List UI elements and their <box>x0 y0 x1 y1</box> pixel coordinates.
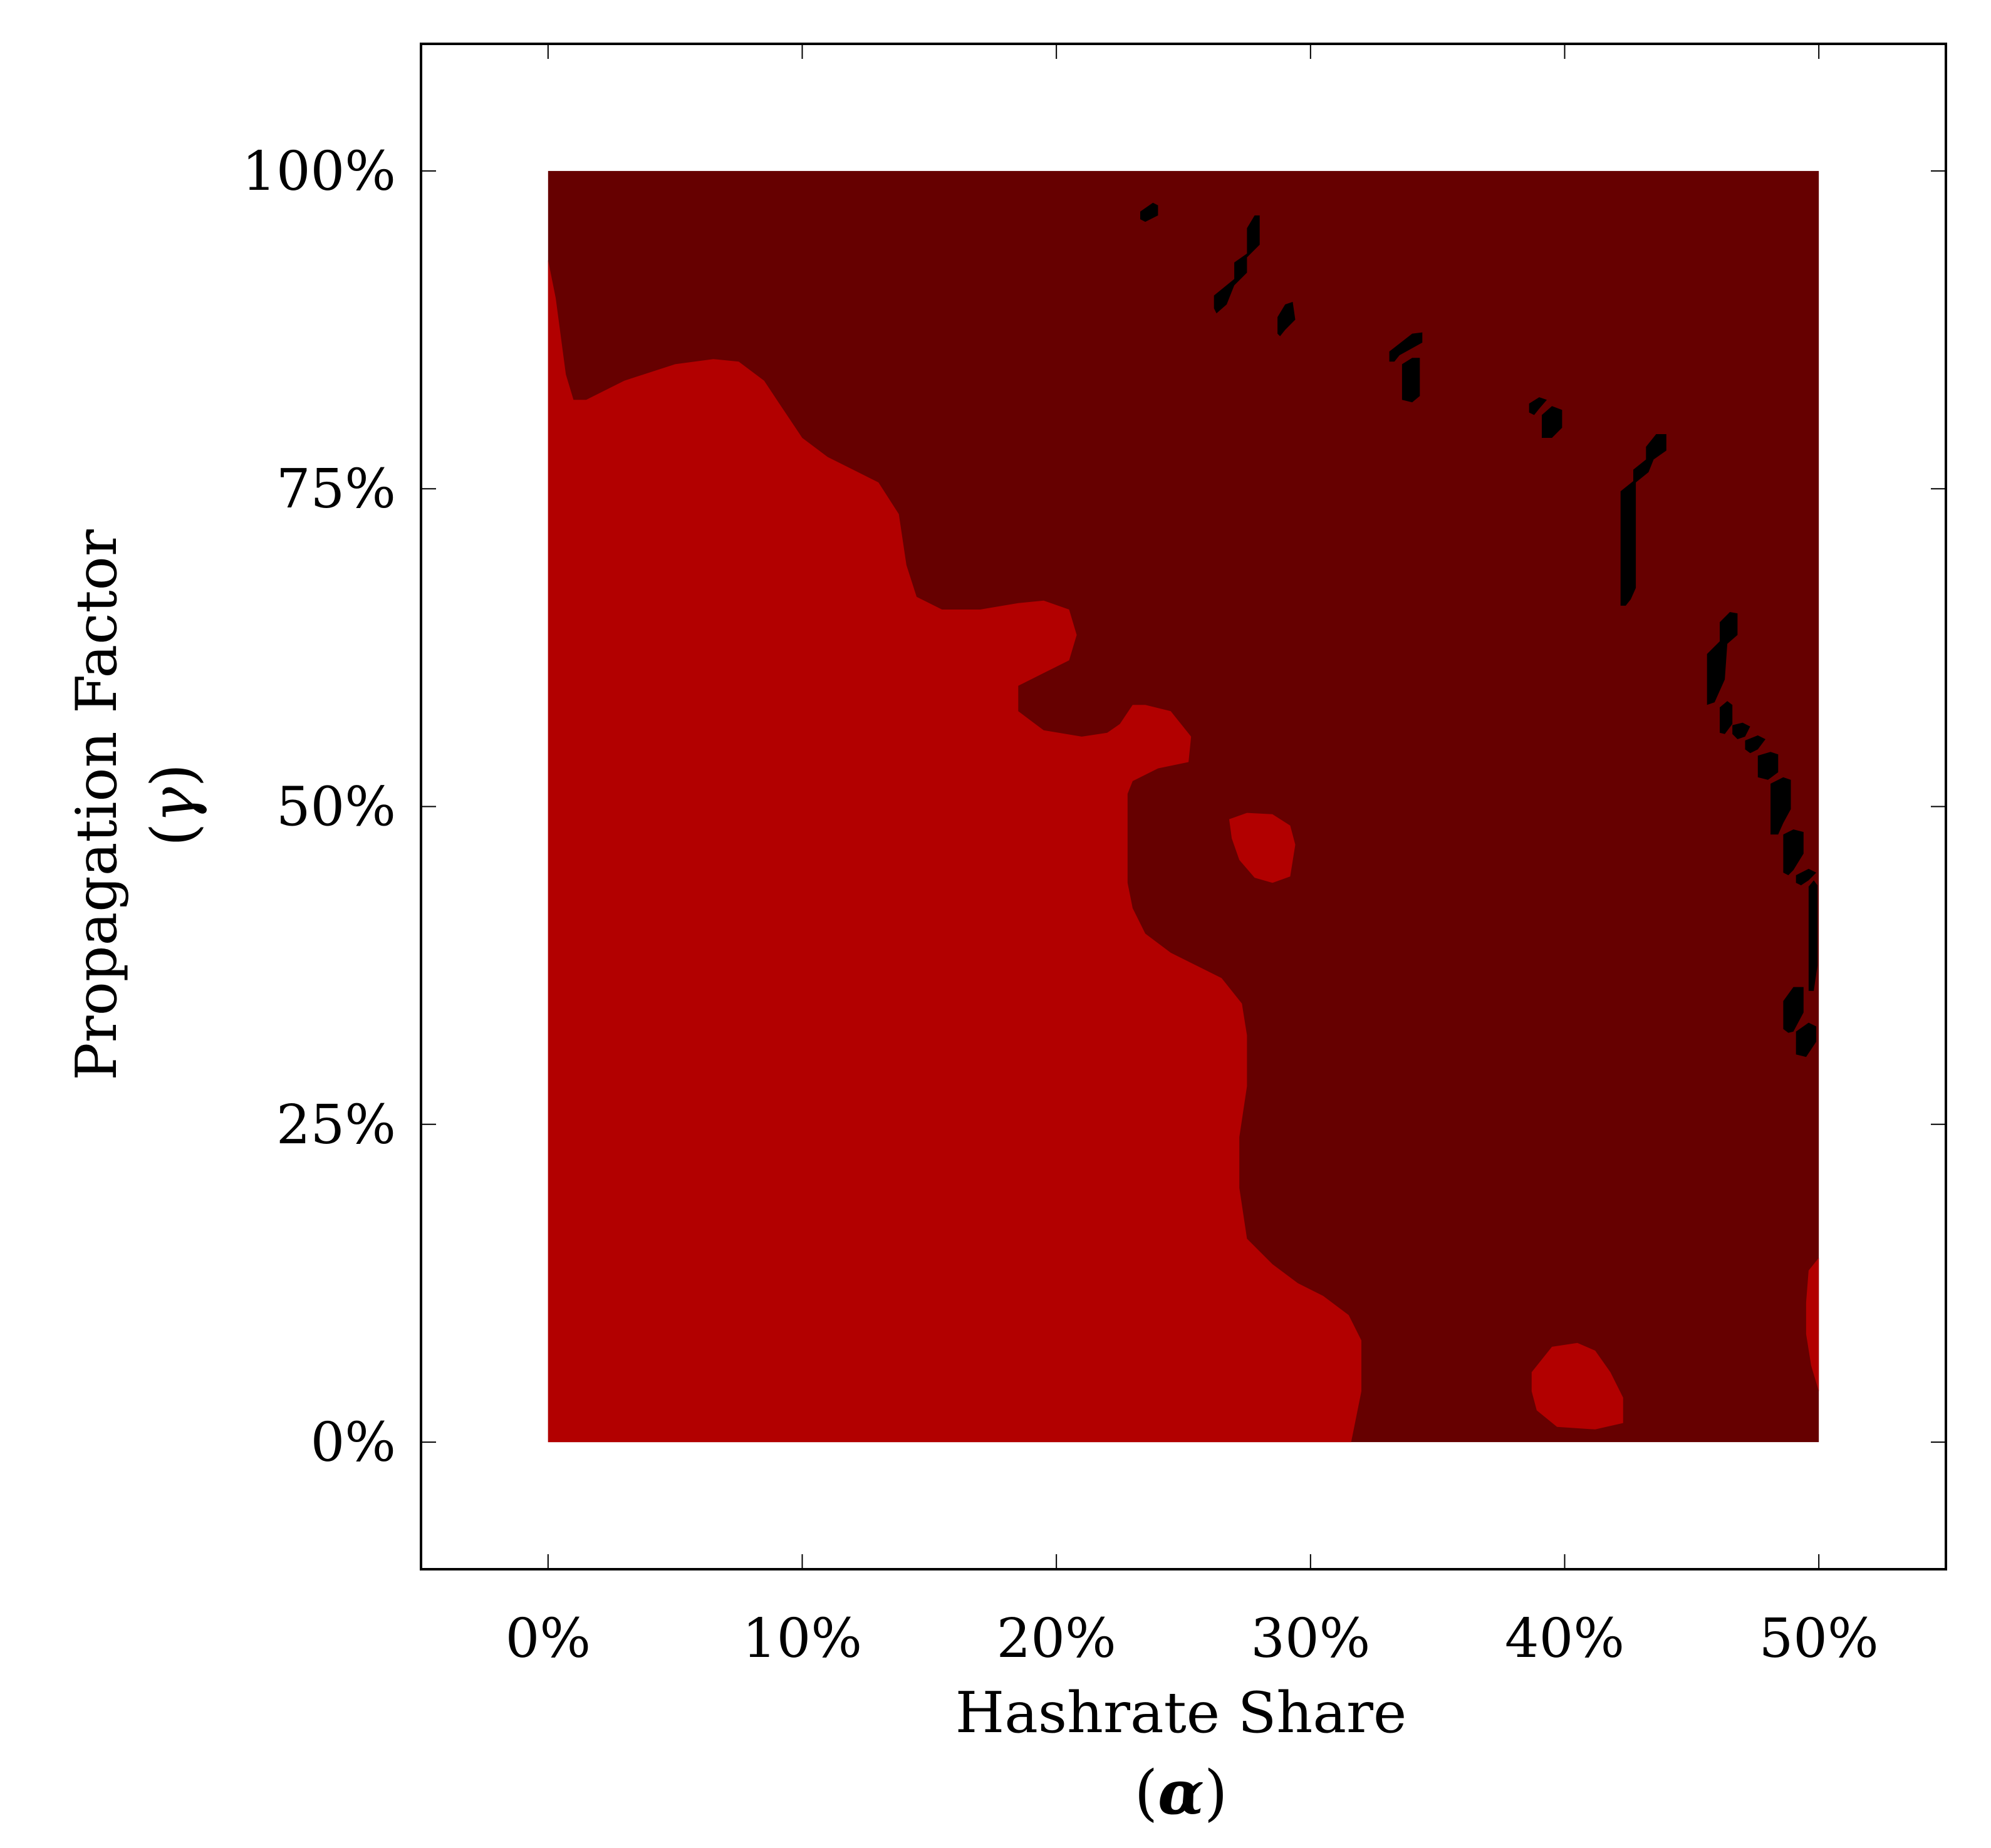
red-region-0 <box>548 260 1361 1443</box>
x-axis-ticks <box>547 44 1820 1569</box>
y-axis-label: Propagation Factor <box>64 529 130 1081</box>
x-axis-label: Hashrate Share <box>955 1680 1407 1746</box>
black-region-17 <box>1770 777 1791 835</box>
y-axis-tick-labels: 0% 25% 50% 75% 100% <box>242 140 396 1474</box>
black-region-9 <box>1529 397 1547 415</box>
x-tick-label-5: 50% <box>1759 1607 1879 1670</box>
y-tick-label-4: 100% <box>242 140 396 203</box>
black-region-14 <box>1732 722 1750 739</box>
black-region-19 <box>1796 868 1817 886</box>
black-region-12 <box>1707 612 1738 705</box>
x-axis-tick-labels: 0% 10% 20% 30% 40% 50% <box>506 1607 1879 1670</box>
black-region-13 <box>1720 701 1733 734</box>
black-region-10 <box>1542 406 1562 438</box>
black-region-8 <box>1401 358 1420 403</box>
black-region-21 <box>1783 987 1804 1033</box>
black-region-18 <box>1783 829 1804 876</box>
y-axis-symbol: (γ) <box>138 764 209 846</box>
x-tick-label-3: 30% <box>1250 1607 1370 1670</box>
x-tick-label-1: 10% <box>742 1607 862 1670</box>
red-region-1 <box>1229 812 1296 883</box>
y-axis-ticks <box>421 170 1946 1443</box>
plot-area <box>548 170 1819 1443</box>
y-tick-label-3: 75% <box>276 458 396 521</box>
black-region-15 <box>1745 735 1765 754</box>
y-tick-label-2: 50% <box>276 776 396 839</box>
black-region-22 <box>1796 1022 1817 1057</box>
black-region-20 <box>1808 880 1818 991</box>
black-region-16 <box>1757 752 1779 780</box>
x-axis-symbol: (α) <box>1135 1757 1228 1828</box>
x-tick-label-2: 20% <box>997 1607 1116 1670</box>
red-region-2 <box>1531 1342 1623 1430</box>
y-tick-label-0: 0% <box>311 1411 396 1474</box>
y-tick-label-1: 25% <box>276 1094 396 1156</box>
x-tick-label-4: 40% <box>1505 1607 1625 1670</box>
black-region-6 <box>1277 301 1296 336</box>
heatmap-regions <box>548 202 1819 1443</box>
red-region-3 <box>1806 1257 1819 1391</box>
black-region-7 <box>1389 332 1423 362</box>
black-region-11 <box>1620 434 1666 606</box>
black-region-5 <box>1214 215 1260 314</box>
black-region-4 <box>1140 202 1158 222</box>
x-tick-label-0: 0% <box>506 1607 591 1670</box>
